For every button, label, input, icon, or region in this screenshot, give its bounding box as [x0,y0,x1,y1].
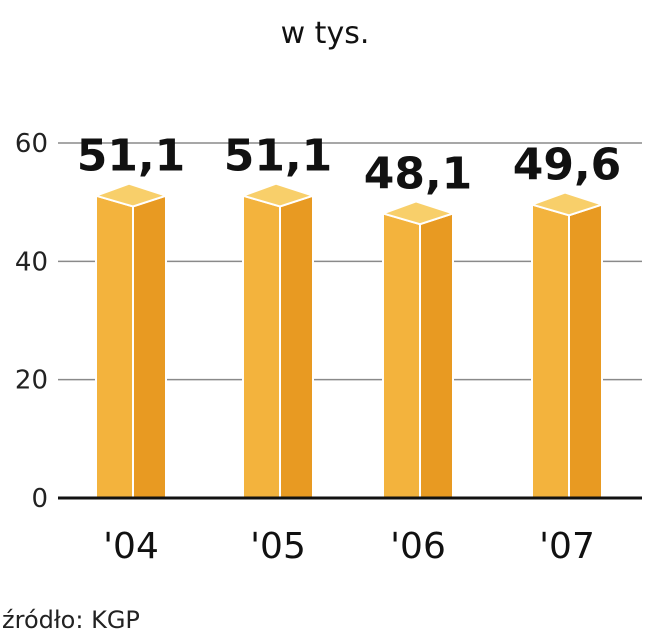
x-axis-categories: '04 '05 '06 '07 [103,526,595,567]
x-tick-label-06: '06 [390,526,446,567]
source-note: źródło: KGP [2,606,140,634]
y-tick-label-60: 60 [15,129,48,159]
value-label-04: 51,1 [77,131,186,182]
chart-subtitle: w tys. [281,16,370,51]
y-tick-label-20: 20 [15,366,48,396]
bar-front-face [95,194,134,499]
value-label-06: 48,1 [364,148,473,199]
bar-front-face [531,203,570,499]
bar-side-face [279,194,314,499]
bars [58,182,642,500]
x-tick-label-05: '05 [250,526,306,567]
bar-04 [95,182,167,499]
bar-top-face [531,191,603,217]
bar-front-face [382,212,421,499]
value-label-07: 49,6 [513,140,622,191]
x-tick-label-07: '07 [539,526,595,567]
y-tick-label-0: 0 [31,484,48,514]
y-axis-ticks: 0 20 40 60 [15,129,48,514]
bar-front-face [242,194,281,499]
bar-06 [382,200,454,499]
value-labels: 51,1 51,1 48,1 49,6 [77,131,622,200]
value-label-05: 51,1 [224,131,333,182]
bar-top-face [382,200,454,226]
bar-side-face [132,194,167,499]
bar-side-face [419,212,454,499]
bar-07 [531,191,603,499]
y-tick-label-40: 40 [15,247,48,277]
bar-side-face [568,203,603,499]
bar-05 [242,182,314,499]
bar-top-face [242,182,314,208]
x-tick-label-04: '04 [103,526,159,567]
bar-top-face [95,182,167,208]
